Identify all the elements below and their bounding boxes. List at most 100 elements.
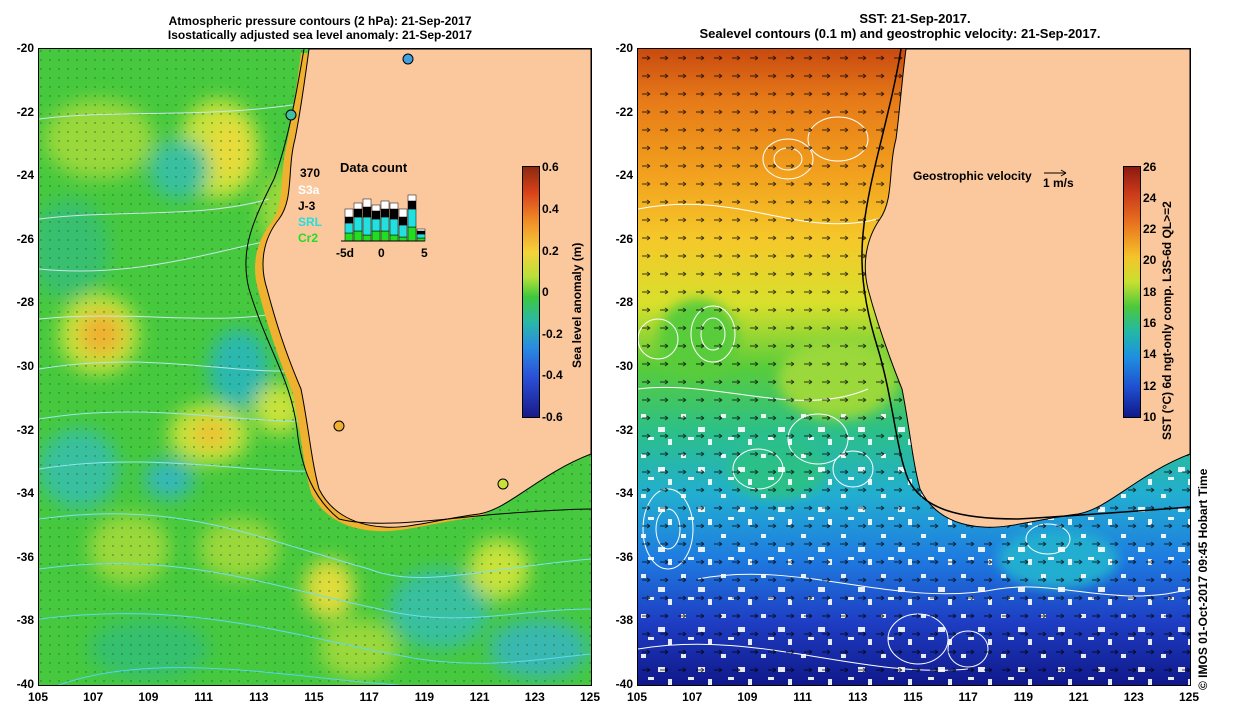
right-colorbar: [1123, 166, 1141, 418]
left-cbar-tick: 0.4: [542, 202, 559, 216]
data-count-histogram: [341, 177, 426, 242]
lon-tick-label: 125: [1178, 690, 1200, 704]
right-cbar-tick: 24: [1143, 191, 1157, 205]
lat-tick-label: -20: [16, 41, 34, 55]
right-map-panel: [637, 48, 1191, 686]
histogram-bar: [389, 202, 399, 210]
lon-tick-label: 123: [524, 690, 545, 704]
sat-label-j3: J-3: [298, 199, 316, 213]
lat-tick-label: -30: [615, 359, 633, 373]
lat-tick-label: -40: [615, 677, 633, 691]
lat-tick-label: -40: [16, 677, 34, 691]
histogram-bar: [353, 216, 363, 232]
lat-tick-label: -34: [16, 486, 34, 501]
lat-tick-label: -26: [16, 231, 34, 246]
velocity-legend-text: Geostrophic velocity: [913, 169, 1032, 183]
right-colorbar-label: SST (°C) 6d ngt-only comp. L3S-6d QL>=2: [1160, 201, 1174, 440]
lat-tick-label: -32: [16, 422, 34, 437]
tide-gauge-marker: [285, 109, 297, 121]
lon-tick-label: 121: [1068, 690, 1089, 704]
lon-tick-label: 113: [249, 690, 269, 704]
histogram-bar: [344, 222, 354, 234]
lon-tick-label: 119: [1013, 690, 1034, 704]
tide-gauge-marker: [402, 53, 414, 65]
histogram-bar: [407, 226, 417, 242]
hist-tick-minus5d: -5d: [336, 246, 354, 260]
sat-label-cr2: Cr2: [298, 231, 319, 245]
histogram-bar: [380, 216, 390, 232]
lat-tick-label: -28: [615, 295, 633, 310]
lon-tick-label: 105: [626, 690, 648, 704]
tide-gauge-marker: [333, 420, 345, 432]
histogram-bar: [362, 206, 372, 218]
lat-tick-label: -36: [615, 549, 633, 564]
right-cbar-tick: 18: [1143, 285, 1157, 299]
data-count-number: 370: [300, 166, 321, 180]
right-title-line1: SST: 21-Sep-2017.: [859, 11, 971, 26]
left-title-line1: Atmospheric pressure contours (2 hPa): 2…: [168, 14, 472, 28]
land-mass-left: [262, 49, 591, 528]
left-colorbar: [522, 166, 540, 418]
lat-tick-label: -22: [615, 104, 633, 119]
histogram-bar: [389, 234, 399, 242]
lon-tick-label: 119: [414, 690, 435, 704]
lon-tick-label: 115: [903, 690, 923, 704]
left-map-panel: [38, 48, 592, 686]
sat-label-srl: SRL: [298, 215, 322, 229]
lat-tick-label: -24: [615, 168, 633, 183]
right-cbar-tick: 12: [1143, 379, 1157, 393]
lon-tick-label: 115: [304, 690, 324, 704]
sea-level-anomaly-map: [39, 49, 591, 685]
histogram-bar: [398, 208, 408, 218]
lat-tick-label: -22: [16, 104, 34, 119]
sst-map: [638, 49, 1190, 685]
histogram-bar: [416, 230, 426, 235]
histogram-bar: [398, 236, 408, 242]
lat-tick-label: -24: [16, 168, 34, 183]
histogram-bar: [407, 194, 417, 202]
right-cbar-tick: 16: [1143, 316, 1157, 330]
lon-tick-label: 123: [1123, 690, 1144, 704]
lat-tick-label: -34: [615, 486, 633, 501]
histogram-bar: [416, 233, 426, 239]
lat-tick-label: -30: [16, 359, 34, 373]
lon-tick-label: 107: [83, 690, 104, 704]
histogram-bar: [398, 224, 408, 238]
histogram-bar: [344, 208, 354, 218]
left-cbar-tick: 0.2: [542, 244, 559, 258]
lon-tick-label: 105: [27, 690, 49, 704]
lon-tick-label: 107: [682, 690, 703, 704]
histogram-bar: [416, 228, 426, 232]
histogram-bar: [380, 200, 390, 210]
histogram-bar: [371, 218, 381, 232]
histogram-bar: [353, 230, 363, 242]
histogram-bar: [398, 216, 408, 226]
histogram-bar: [407, 200, 417, 210]
lon-tick-label: 111: [194, 690, 213, 704]
left-cbar-tick: -0.2: [542, 327, 563, 341]
right-cbar-tick: 14: [1143, 347, 1157, 361]
hist-tick-5: 5: [421, 246, 428, 260]
lon-tick-label: 109: [737, 690, 758, 704]
left-cbar-tick: -0.6: [542, 410, 563, 424]
histogram-bar: [344, 232, 354, 242]
histogram-bar: [371, 210, 381, 220]
land-mass-right: [864, 49, 1190, 528]
histogram-bar: [353, 202, 363, 210]
lon-tick-label: 111: [793, 690, 812, 704]
velocity-legend-arrow: [1044, 169, 1067, 177]
histogram-bar: [344, 216, 354, 224]
lon-tick-label: 121: [469, 690, 490, 704]
lon-tick-label: 125: [579, 690, 601, 704]
lat-tick-label: -28: [16, 295, 34, 310]
continental-shelf-line: [245, 49, 591, 524]
right-title-line2: Sealevel contours (0.1 m) and geostrophi…: [699, 26, 1101, 41]
right-cbar-tick: 22: [1143, 222, 1157, 236]
imos-credit: © IMOS 01-Oct-2017 09:45 Hobart Time: [1196, 468, 1210, 690]
histogram-bar: [389, 208, 399, 220]
lon-tick-label: 117: [359, 690, 379, 704]
histogram-bar: [353, 208, 363, 218]
hist-tick-0: 0: [378, 246, 385, 260]
left-colorbar-label: Sea level anomaly (m): [570, 242, 584, 368]
right-cbar-tick: 20: [1143, 253, 1157, 267]
